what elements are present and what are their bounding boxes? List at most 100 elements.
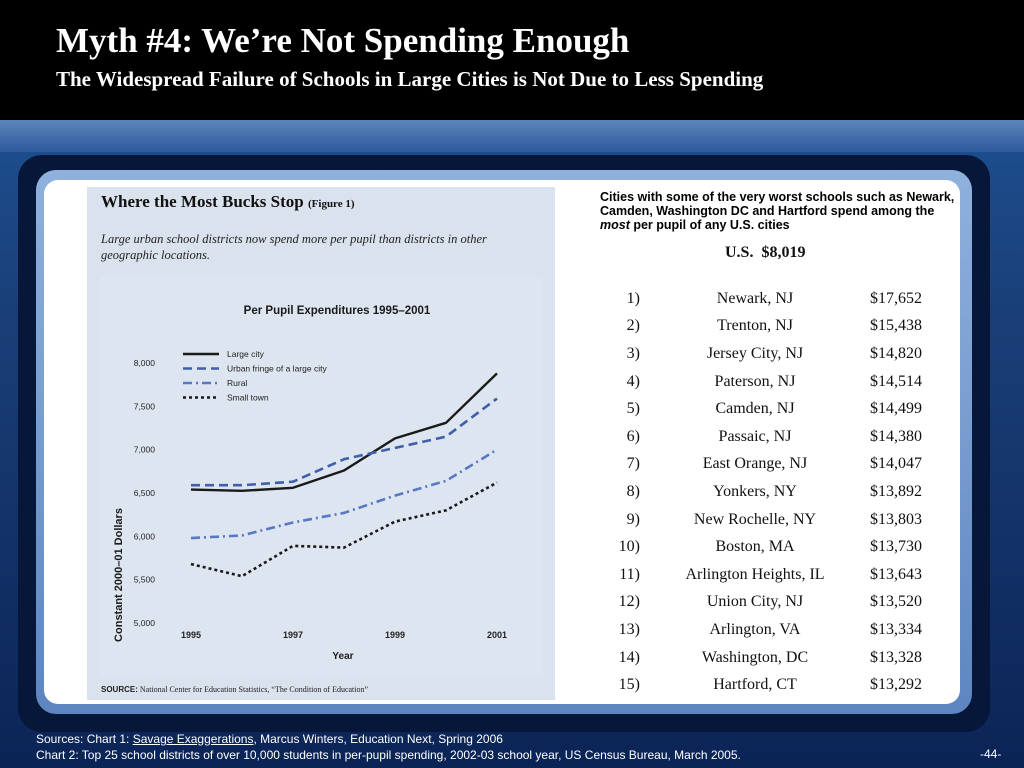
chart-area (99, 277, 543, 677)
city-amount: $15,438 (870, 317, 922, 335)
series-line-1 (190, 372, 498, 493)
city-rank: 11) (619, 565, 640, 583)
city-row: 12) Union City, NJ $13,520 (600, 589, 960, 617)
figure-heading-text: Where the Most Bucks Stop (101, 192, 304, 211)
slide-title: Myth #4: We’re Not Spending Enough (56, 21, 630, 60)
city-amount: $13,328 (870, 648, 922, 666)
city-name: Camden, NJ (715, 400, 795, 418)
city-name: Arlington, VA (709, 620, 801, 638)
city-name: Jersey City, NJ (706, 344, 804, 362)
city-amount: $13,892 (870, 482, 922, 500)
page-number: -44- (980, 747, 1002, 761)
slide-footer: Sources: Chart 1: Savage Exaggerations, … (36, 731, 741, 763)
intro-text-end: per pupil of any U.S. cities (629, 218, 790, 232)
city-row: 6) Passaic, NJ $14,380 (600, 423, 960, 451)
y-tick-label: 5,500 (134, 575, 156, 585)
city-amount: $13,292 (870, 676, 922, 694)
city-name: Washington, DC (701, 648, 809, 666)
city-rank: 2) (626, 317, 640, 335)
city-name: Yonkers, NY (713, 482, 797, 500)
city-amount: $17,652 (870, 289, 922, 307)
city-row: 9) New Rochelle, NY $13,803 (600, 506, 960, 534)
city-table-body: 1) Newark, NJ $17,652 2) Trenton, NJ $15,438 3… (600, 285, 960, 699)
city-amount: $13,520 (870, 593, 922, 611)
city-row: 4) Paterson, NJ $14,514 (600, 368, 960, 396)
footer-source-prefix: Sources: Chart 1: (36, 732, 133, 746)
city-row: 7) East Orange, NJ $14,047 (600, 451, 960, 479)
city-rank: 3) (626, 344, 640, 362)
city-name: Trenton, NJ (717, 317, 793, 335)
us-average: U.S. $8,019 (725, 244, 805, 262)
city-row: 2) Trenton, NJ $15,438 (600, 313, 960, 341)
series-line-3 (190, 448, 498, 540)
city-row: 8) Yonkers, NY $13,892 (600, 478, 960, 506)
y-tick-label: 8,000 (134, 358, 156, 368)
us-average-label: U.S. (725, 244, 754, 261)
city-rank: 12) (618, 593, 640, 611)
city-rank: 10) (618, 538, 640, 556)
city-rank: 7) (626, 455, 640, 473)
city-name: Newark, NJ (716, 289, 794, 307)
scanned-figure: Where the Most Bucks Stop (Figure 1) Lar… (87, 187, 555, 700)
city-rank: 9) (626, 510, 640, 528)
chart-legend: Large city Urban fringe of a large city Ru… (183, 349, 327, 403)
figure-source-label: SOURCE: (101, 685, 138, 694)
city-amount: $14,499 (870, 400, 922, 418)
expenditure-line-chart: Per Pupil Expenditures 1995–2001 Constan… (99, 277, 543, 677)
city-name: East Orange, NJ (702, 455, 808, 473)
figure-heading: Where the Most Bucks Stop (Figure 1) (101, 192, 355, 212)
city-row: 11) Arlington Heights, IL $13,643 (600, 561, 960, 589)
footer-source-line-2: Chart 2: Top 25 school districts of over… (36, 748, 741, 762)
figure-label: (Figure 1) (308, 198, 355, 210)
footer-source-line-1: Sources: Chart 1: Savage Exaggerations, … (36, 731, 741, 747)
city-amount: $14,047 (870, 455, 922, 473)
city-amount: $14,380 (870, 427, 922, 445)
city-rank: 4) (626, 372, 640, 390)
chart-title: Per Pupil Expenditures 1995–2001 (244, 305, 431, 317)
figure-source: SOURCE: National Center for Education St… (101, 685, 368, 694)
legend-label: Large city (227, 349, 265, 359)
city-amount: $13,730 (870, 538, 922, 556)
x-axis-ticks: 1995 1997 1999 2001 (181, 630, 507, 640)
city-rank: 1) (626, 289, 640, 307)
city-amount: $14,514 (870, 372, 922, 390)
y-axis-label: Constant 2000–01 Dollars (113, 508, 125, 642)
y-tick-label: 7,500 (134, 401, 156, 411)
us-average-value: $8,019 (761, 244, 806, 261)
slide-header: Myth #4: We’re Not Spending Enough The W… (0, 0, 1024, 120)
city-row: 13) Arlington, VA $13,334 (600, 616, 960, 644)
city-spending-table: 1) Newark, NJ $17,652 2) Trenton, NJ $15,438 3… (600, 285, 960, 699)
x-tick-label: 1999 (385, 630, 405, 640)
y-tick-label: 6,500 (134, 488, 156, 498)
city-amount: $13,803 (870, 510, 922, 528)
series-line-2 (191, 397, 498, 487)
series-line-4 (190, 481, 498, 578)
legend-label: Urban fringe of a large city (227, 364, 327, 374)
y-tick-label: 7,000 (134, 445, 156, 455)
spending-intro: Cities with some of the very worst schoo… (600, 190, 960, 232)
city-rank: 8) (626, 482, 640, 500)
x-axis-label: Year (332, 651, 353, 662)
city-name: New Rochelle, NY (693, 510, 817, 528)
x-tick-label: 2001 (487, 630, 507, 640)
y-axis-ticks: 5,000 5,500 6,000 6,500 7,000 7,500 8,000 (134, 358, 156, 628)
figure-source-text: National Center for Education Statistics… (139, 685, 369, 694)
y-tick-label: 6,000 (134, 531, 156, 541)
city-row: 1) Newark, NJ $17,652 (600, 285, 960, 313)
city-rank: 14) (618, 648, 640, 666)
city-name: Union City, NJ (706, 593, 804, 611)
x-tick-label: 1997 (283, 630, 303, 640)
city-name: Boston, MA (715, 538, 795, 556)
x-tick-label: 1995 (181, 630, 201, 640)
intro-text-start: Cities with some of the very worst schoo… (600, 190, 955, 218)
city-amount: $14,820 (870, 344, 922, 362)
legend-label: Small town (227, 393, 269, 403)
series-lines (190, 372, 498, 578)
city-amount: $13,334 (870, 620, 922, 638)
city-name: Paterson, NJ (714, 372, 796, 390)
city-name: Arlington Heights, IL (685, 565, 825, 583)
city-row: 15) Hartford, CT $13,292 (600, 671, 960, 699)
savage-exaggerations-link[interactable]: Savage Exaggerations (132, 732, 254, 746)
y-tick-label: 5,000 (134, 618, 156, 628)
footer-source-suffix: , Marcus Winters, Education Next, Spring… (253, 732, 503, 746)
